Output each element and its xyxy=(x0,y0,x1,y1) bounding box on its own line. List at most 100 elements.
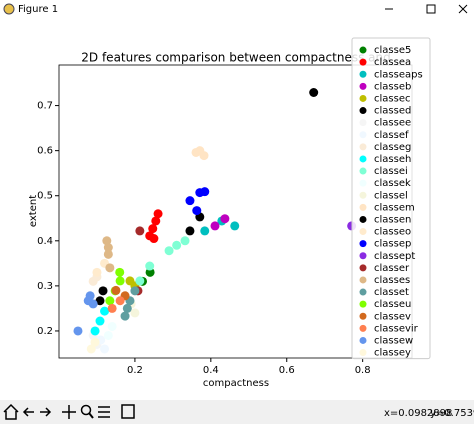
legend-marker xyxy=(359,300,367,308)
point xyxy=(103,330,113,340)
legend-label: classef xyxy=(374,130,409,141)
point xyxy=(107,321,117,331)
legend-marker xyxy=(359,82,367,90)
point xyxy=(86,344,96,354)
point xyxy=(200,187,210,197)
point xyxy=(199,151,209,161)
home-button[interactable] xyxy=(3,403,19,420)
point xyxy=(105,296,115,306)
legend-label: classei xyxy=(374,166,408,177)
point xyxy=(230,221,240,231)
legend-label: classen xyxy=(374,214,411,225)
legend-label: classer xyxy=(374,263,410,274)
point xyxy=(73,326,83,336)
point xyxy=(90,326,100,336)
legend-label: classeh xyxy=(374,154,411,165)
point xyxy=(185,196,195,206)
title-bar xyxy=(0,0,474,18)
legend-marker xyxy=(359,288,367,296)
chart: 2D features comparison between compactne… xyxy=(28,37,431,389)
close-button[interactable] xyxy=(458,4,468,14)
legend-label: classey xyxy=(374,348,411,359)
legend-label: classep xyxy=(374,239,411,250)
configure-button[interactable] xyxy=(98,406,110,418)
app-icon xyxy=(3,3,15,15)
point xyxy=(95,316,105,326)
point xyxy=(92,267,102,277)
legend-box xyxy=(351,37,431,360)
point xyxy=(180,236,190,246)
legend-label: classe5 xyxy=(374,45,411,56)
legend-marker xyxy=(359,70,367,78)
window-title: Figure 1 xyxy=(18,4,58,15)
point xyxy=(164,246,174,256)
zoom-button[interactable] xyxy=(80,404,94,419)
point xyxy=(88,299,98,309)
legend-label: classeg xyxy=(374,142,411,153)
legend-marker xyxy=(359,203,367,211)
x-tick-label: 0.4 xyxy=(203,365,219,376)
point xyxy=(309,87,319,97)
status-y: y=0.753972 xyxy=(430,408,474,419)
y-axis-label: extent xyxy=(28,195,39,227)
legend-marker xyxy=(359,167,367,175)
legend-marker xyxy=(359,252,367,260)
legend-label: classee xyxy=(374,118,411,129)
point xyxy=(115,276,125,286)
legend-marker xyxy=(359,107,367,115)
legend-marker xyxy=(359,336,367,344)
point xyxy=(111,285,121,295)
point xyxy=(95,296,105,306)
forward-button[interactable] xyxy=(40,407,52,417)
legend-marker xyxy=(359,324,367,332)
y-tick-label: 0.6 xyxy=(37,146,53,157)
legend-marker xyxy=(359,276,367,284)
maximize-button[interactable] xyxy=(426,4,436,14)
legend-label: classevir xyxy=(374,323,419,334)
y-tick-label: 0.3 xyxy=(37,281,53,292)
legend-marker xyxy=(359,155,367,163)
legend-label: classeo xyxy=(374,227,411,238)
legend-marker xyxy=(359,228,367,236)
legend-label: classew xyxy=(374,335,413,346)
point xyxy=(107,303,117,313)
legend-marker xyxy=(359,119,367,127)
legend-label: classev xyxy=(374,311,411,322)
legend-label: classel xyxy=(374,190,408,201)
point xyxy=(149,234,159,244)
point xyxy=(135,276,145,286)
point xyxy=(220,214,230,224)
point xyxy=(185,226,195,236)
y-tick-label: 0.2 xyxy=(37,326,53,337)
legend-label: classeu xyxy=(374,299,411,310)
x-axis-label: compactness xyxy=(203,378,269,389)
chart-title: 2D features comparison between compactne… xyxy=(81,51,390,65)
point xyxy=(210,221,220,231)
legend-label: classed xyxy=(374,106,411,117)
point xyxy=(120,311,130,321)
legend-marker xyxy=(359,312,367,320)
legend-label: classem xyxy=(374,202,415,213)
legend-marker xyxy=(359,46,367,54)
toolbar xyxy=(0,400,474,424)
legend-label: classes xyxy=(374,275,410,286)
point xyxy=(122,303,132,313)
legend-label: classeb xyxy=(374,81,411,92)
legend-label: classec xyxy=(374,93,410,104)
legend-label: classea xyxy=(374,57,411,68)
point xyxy=(100,306,110,316)
point xyxy=(135,226,145,236)
legend-marker xyxy=(359,94,367,102)
y-tick-label: 0.5 xyxy=(37,191,53,202)
save-button[interactable] xyxy=(121,404,135,419)
pan-button[interactable] xyxy=(62,405,76,419)
point xyxy=(130,308,140,318)
legend-marker xyxy=(359,58,367,66)
point xyxy=(98,286,108,296)
point xyxy=(148,224,158,234)
legend-marker xyxy=(359,131,367,139)
point xyxy=(192,206,202,216)
legend-marker xyxy=(359,240,367,248)
point xyxy=(151,216,161,226)
back-button[interactable] xyxy=(22,407,34,417)
